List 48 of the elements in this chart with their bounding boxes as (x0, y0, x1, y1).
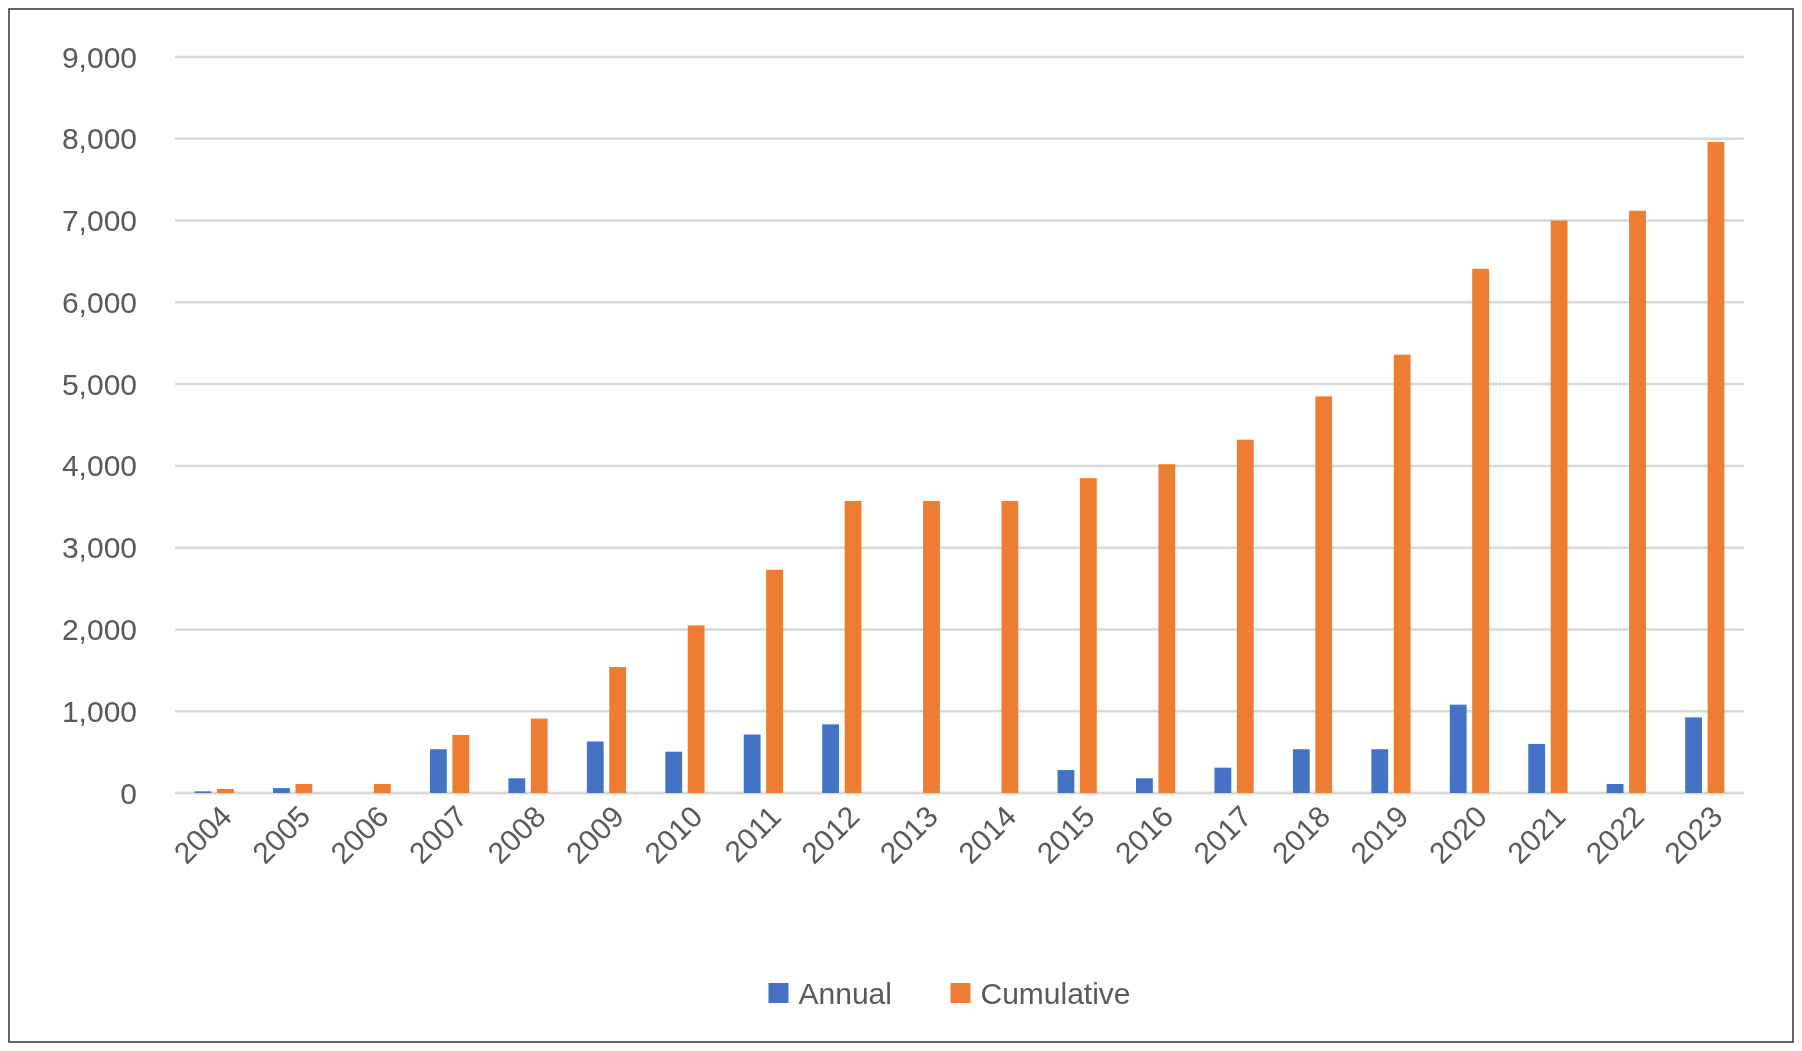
bar (1292, 749, 1310, 793)
bar (429, 749, 447, 793)
y-tick-label: 1,000 (61, 694, 137, 728)
y-tick-label: 2,000 (61, 612, 137, 646)
bar (1449, 704, 1467, 793)
legend-label: Cumulative (980, 976, 1131, 1010)
bar (1472, 268, 1490, 793)
y-tick-label: 7,000 (61, 204, 137, 238)
bar (217, 788, 234, 793)
legend-label: Annual (798, 976, 892, 1010)
bar (1001, 501, 1019, 793)
y-tick-label: 3,000 (61, 531, 137, 565)
bar (1629, 210, 1646, 793)
bar (665, 751, 683, 793)
bar (844, 501, 862, 793)
bar (1315, 396, 1333, 793)
y-tick-label: 4,000 (61, 449, 137, 483)
bar (586, 741, 604, 793)
bar (743, 734, 761, 793)
bar (1685, 717, 1702, 793)
bar (1158, 464, 1176, 793)
bar (1236, 439, 1254, 793)
bar (1606, 784, 1624, 793)
y-tick-label: 6,000 (61, 285, 137, 319)
y-tick-label: 0 (120, 776, 137, 810)
bar (1214, 767, 1232, 793)
bar (1136, 778, 1153, 793)
bar (1371, 749, 1389, 793)
bar (373, 784, 391, 793)
bar (1079, 478, 1097, 793)
y-tick-label: 8,000 (61, 122, 137, 156)
bar (822, 724, 840, 793)
bar (1528, 743, 1546, 793)
bar (530, 718, 548, 793)
bar (273, 788, 290, 793)
bar (452, 734, 470, 793)
y-tick-label: 9,000 (61, 40, 137, 74)
y-tick-label: 5,000 (61, 367, 137, 401)
bar (295, 784, 313, 793)
bar (766, 569, 783, 793)
bar (1057, 770, 1075, 793)
bar (1707, 142, 1725, 793)
bar (1393, 354, 1411, 793)
bar (508, 778, 526, 793)
bar (687, 625, 705, 793)
bar (1550, 220, 1568, 793)
bar (609, 667, 627, 793)
bar (923, 501, 940, 793)
